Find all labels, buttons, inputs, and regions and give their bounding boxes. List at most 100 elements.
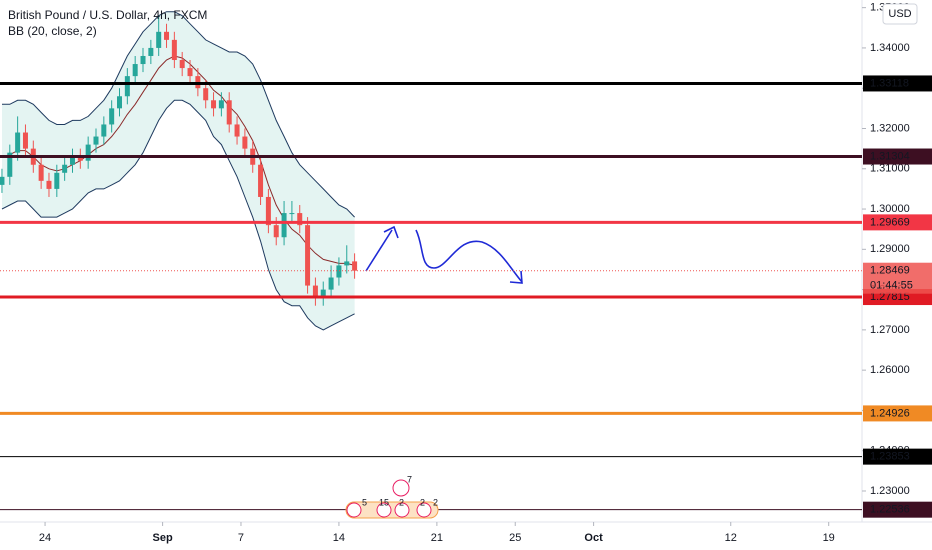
candle-body [77, 156, 83, 161]
y-tick-label: 1.34000 [870, 42, 910, 54]
candle-body [336, 265, 342, 278]
levels: 1.33118 1.31304 1.29669 1.27815 1.24926 1.238… [0, 75, 932, 518]
x-tick-label: 24 [39, 532, 51, 544]
event-icon [392, 479, 410, 497]
candle-body [69, 156, 75, 165]
candle-body [156, 31, 162, 48]
chart-title: British Pound / U.S. Dollar, 4h, FXCM [8, 8, 207, 22]
y-tick-label: 1.31000 [870, 163, 910, 175]
level-label-bg [863, 405, 932, 422]
candle-body [164, 31, 170, 40]
event-icon [394, 502, 410, 518]
level-label-bg [863, 75, 932, 92]
candle-body [344, 261, 350, 266]
currency-button[interactable] [882, 3, 918, 25]
candle-body [218, 100, 224, 109]
candle-body [46, 180, 52, 189]
y-tick-label: 1.30000 [870, 203, 910, 215]
y-tick-label: 1.23000 [870, 485, 910, 497]
candle-body [117, 96, 123, 109]
x-tick-label: 25 [509, 532, 521, 544]
level-label: 1.27815 [870, 291, 910, 303]
event-group [345, 501, 439, 519]
candle-body [15, 132, 21, 153]
band-fill [2, 11, 355, 330]
event-count: 5 [362, 497, 367, 507]
candle-body [187, 68, 193, 77]
candle-body [312, 285, 318, 298]
arrow-up-head [383, 225, 399, 239]
candle-body [38, 164, 44, 181]
candle-body [352, 261, 358, 271]
candle-body [101, 124, 107, 137]
level-label-bg [863, 448, 932, 465]
currency-label[interactable]: USD [888, 8, 911, 20]
candle-body [179, 60, 185, 69]
x-tick-label: 12 [725, 532, 737, 544]
y-tick-label: 1.27000 [870, 324, 910, 336]
last-price-label: 1.28469 [870, 265, 910, 277]
level-label-bg [863, 501, 932, 518]
event-count: 7 [407, 474, 412, 484]
countdown: 01:44:55 [870, 280, 913, 292]
drawings [365, 225, 523, 284]
level-label: 1.33118 [870, 77, 909, 89]
event-icon [376, 502, 392, 518]
band-upper [2, 11, 355, 218]
x-tick-label: 14 [333, 532, 345, 544]
candle-body [211, 100, 217, 109]
candle-body [54, 172, 60, 189]
candle-body [297, 213, 303, 226]
plot [0, 11, 358, 331]
candle-body [140, 55, 146, 65]
arrow-up [365, 229, 393, 272]
x-tick-label: 21 [431, 532, 443, 544]
candle-body [273, 225, 279, 238]
wave-arrow-head [509, 270, 523, 284]
band-middle [1, 55, 355, 266]
x-tick-label: Oct [584, 532, 603, 544]
candle-body [242, 136, 248, 149]
candle-body [0, 176, 5, 185]
candle-body [305, 225, 311, 286]
x-tick-label: 19 [823, 532, 835, 544]
candle-body [320, 289, 326, 298]
level-label: 1.24926 [870, 407, 910, 419]
candle-body [109, 108, 115, 125]
candle-body [258, 164, 264, 197]
level-label: 1.29669 [870, 216, 910, 228]
level-label: 1.31304 [870, 150, 910, 162]
candle-body [124, 76, 130, 97]
event-count: 2 [399, 497, 404, 507]
last-price-bg [863, 262, 932, 294]
level-label-bg [863, 214, 932, 231]
candle-body [289, 213, 295, 215]
level-label: 1.22536 [870, 504, 910, 516]
band-lower [1, 99, 355, 331]
indicator-label: BB (20, close, 2) [8, 24, 97, 38]
candle-body [132, 64, 138, 77]
y-tick-label: 1.32000 [870, 122, 910, 134]
candle-body [7, 152, 13, 177]
level-label: 1.23853 [870, 451, 910, 463]
event-count: 2 [420, 497, 425, 507]
event-count: 15 [379, 497, 389, 507]
candle-body [234, 124, 240, 137]
wave-arrow [415, 229, 523, 283]
level-label-bg [863, 148, 932, 165]
events: 7 5 15 2 2 2 [345, 474, 439, 519]
y-tick-label: 1.29000 [870, 243, 910, 255]
event-icon [416, 502, 432, 518]
event-count: 2 [433, 497, 438, 507]
candle-body [93, 136, 99, 145]
x-tick-label: 7 [238, 532, 244, 544]
y-tick-label: 1.26000 [870, 364, 910, 376]
candle-body [226, 100, 232, 125]
candle-body [148, 47, 154, 56]
candle-body [265, 196, 271, 226]
candle-body [203, 88, 209, 101]
candle-body [328, 277, 334, 290]
candle-body [22, 132, 28, 149]
